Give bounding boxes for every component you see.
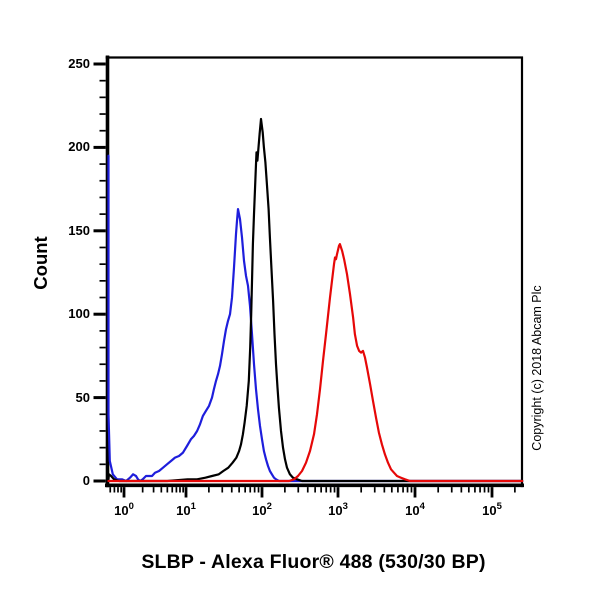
y-tick-label: 200 xyxy=(68,139,90,155)
x-tick-label: 103 xyxy=(328,501,348,518)
series-black-curve xyxy=(107,117,524,483)
x-tick-label: 102 xyxy=(252,501,272,518)
y-axis-title: Count xyxy=(30,236,51,290)
x-tick-label: 101 xyxy=(176,501,196,518)
series-red-curve xyxy=(107,243,524,483)
series-blue-curve xyxy=(107,154,524,483)
y-tick-label: 100 xyxy=(68,306,90,322)
y-tick-label: 50 xyxy=(75,389,90,405)
y-tick-label: 150 xyxy=(68,222,90,238)
y-tick-label: 250 xyxy=(68,56,90,71)
x-tick-label: 100 xyxy=(114,501,134,518)
x-tick-label: 104 xyxy=(405,501,425,518)
copyright-notice: Copyright (c) 2018 Abcam Plc xyxy=(530,285,544,451)
y-tick-label: 0 xyxy=(82,473,90,488)
x-tick-label: 105 xyxy=(482,501,502,518)
x-axis-title: SLBP - Alexa Fluor® 488 (530/30 BP) xyxy=(141,551,486,573)
